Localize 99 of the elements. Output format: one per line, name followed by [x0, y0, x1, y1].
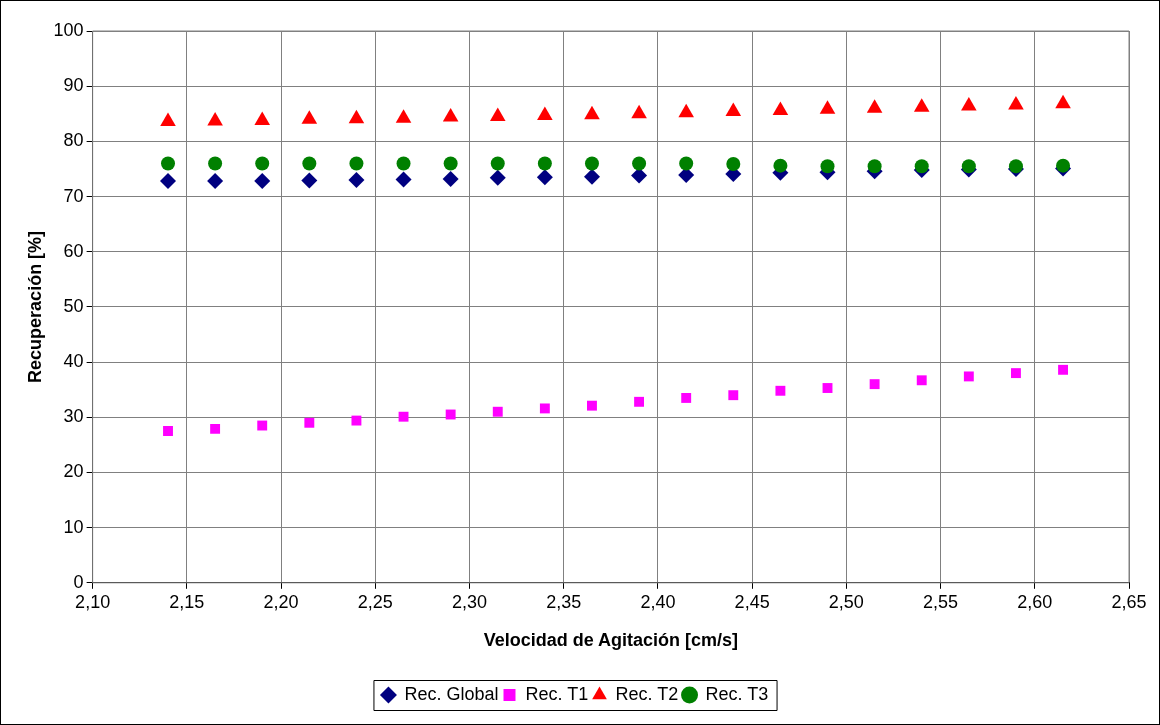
point	[866, 99, 883, 113]
x-tick-label: 2,65	[1111, 591, 1147, 612]
point	[584, 156, 599, 171]
point	[961, 159, 976, 174]
y-tick-label: 0	[73, 571, 84, 592]
x-tick-label: 2,15	[169, 591, 205, 612]
legend-label: Rec. Global	[404, 683, 499, 704]
legend-label: Rec. T1	[525, 683, 589, 704]
y-tick-label: 100	[53, 19, 84, 40]
point	[207, 111, 223, 126]
point	[161, 156, 175, 171]
point	[632, 156, 647, 171]
point	[536, 169, 553, 186]
x-tick-label: 2,10	[75, 591, 111, 612]
point	[681, 393, 692, 403]
x-tick-label: 2,40	[640, 591, 676, 612]
point	[775, 385, 786, 396]
point	[819, 100, 836, 114]
point	[1008, 95, 1024, 110]
x-tick-label: 2,60	[1017, 591, 1053, 612]
point	[1058, 364, 1068, 375]
y-tick-label: 70	[63, 185, 84, 206]
y-tick-label: 20	[63, 461, 84, 482]
point	[442, 108, 459, 122]
point	[1056, 158, 1071, 173]
point	[584, 105, 600, 120]
point	[489, 169, 506, 186]
y-tick-label: 40	[63, 351, 84, 372]
y-tick-label: 90	[63, 75, 84, 96]
point	[822, 383, 833, 393]
point	[537, 106, 553, 120]
point	[489, 107, 506, 122]
point	[492, 406, 503, 417]
point	[163, 426, 173, 437]
point	[208, 156, 223, 171]
point	[348, 109, 365, 124]
point	[726, 156, 741, 171]
x-tick-label: 2,35	[546, 591, 582, 612]
point	[490, 156, 505, 171]
point	[351, 415, 362, 426]
point	[302, 156, 317, 171]
point	[257, 420, 268, 431]
point	[678, 103, 694, 118]
y-tick-label: 80	[63, 130, 84, 151]
point	[207, 173, 224, 190]
point	[398, 411, 409, 422]
point	[348, 171, 365, 188]
x-tick-label: 2,25	[357, 591, 393, 612]
point	[160, 112, 176, 126]
legend-label: Rec. T3	[705, 683, 769, 704]
y-axis-title: Recuperación [%]	[24, 230, 45, 383]
x-tick-label: 2,30	[451, 591, 488, 612]
point	[254, 111, 271, 125]
point	[1055, 94, 1071, 109]
point	[537, 156, 552, 171]
y-tick-label: 50	[63, 295, 84, 316]
x-tick-label: 2,55	[923, 591, 959, 612]
point	[442, 170, 459, 187]
legend-label: Rec. T2	[615, 683, 679, 704]
y-tick-label: 30	[63, 406, 84, 427]
y-tick-label: 10	[63, 516, 84, 537]
point	[254, 173, 271, 190]
point	[395, 171, 412, 188]
point	[396, 156, 411, 171]
point	[820, 159, 835, 174]
point	[255, 156, 270, 171]
point	[916, 375, 927, 386]
point	[963, 371, 974, 382]
point	[395, 109, 412, 123]
point	[587, 400, 597, 411]
point	[725, 102, 742, 117]
point	[728, 390, 739, 401]
x-axis-title: Velocidad de Agitación [cm/s]	[483, 630, 739, 651]
point	[445, 409, 456, 420]
point	[914, 159, 929, 174]
x-tick-label: 2,45	[734, 591, 770, 612]
point	[583, 168, 600, 185]
point	[539, 403, 550, 414]
point	[304, 417, 315, 428]
x-tick-label: 2,20	[263, 591, 299, 612]
point	[679, 156, 694, 171]
point	[210, 423, 221, 434]
point	[631, 104, 647, 119]
point	[869, 379, 880, 390]
point	[443, 156, 458, 171]
point	[1010, 368, 1021, 379]
point	[678, 167, 695, 184]
y-tick-label: 60	[63, 240, 84, 261]
point	[160, 173, 176, 190]
point	[301, 110, 318, 124]
point	[773, 158, 788, 173]
point	[961, 97, 977, 111]
point	[867, 159, 882, 174]
x-tick-label: 2,50	[828, 591, 864, 612]
point	[772, 101, 789, 115]
point	[913, 98, 930, 112]
point	[301, 172, 318, 189]
point	[634, 396, 645, 407]
point	[349, 156, 364, 171]
